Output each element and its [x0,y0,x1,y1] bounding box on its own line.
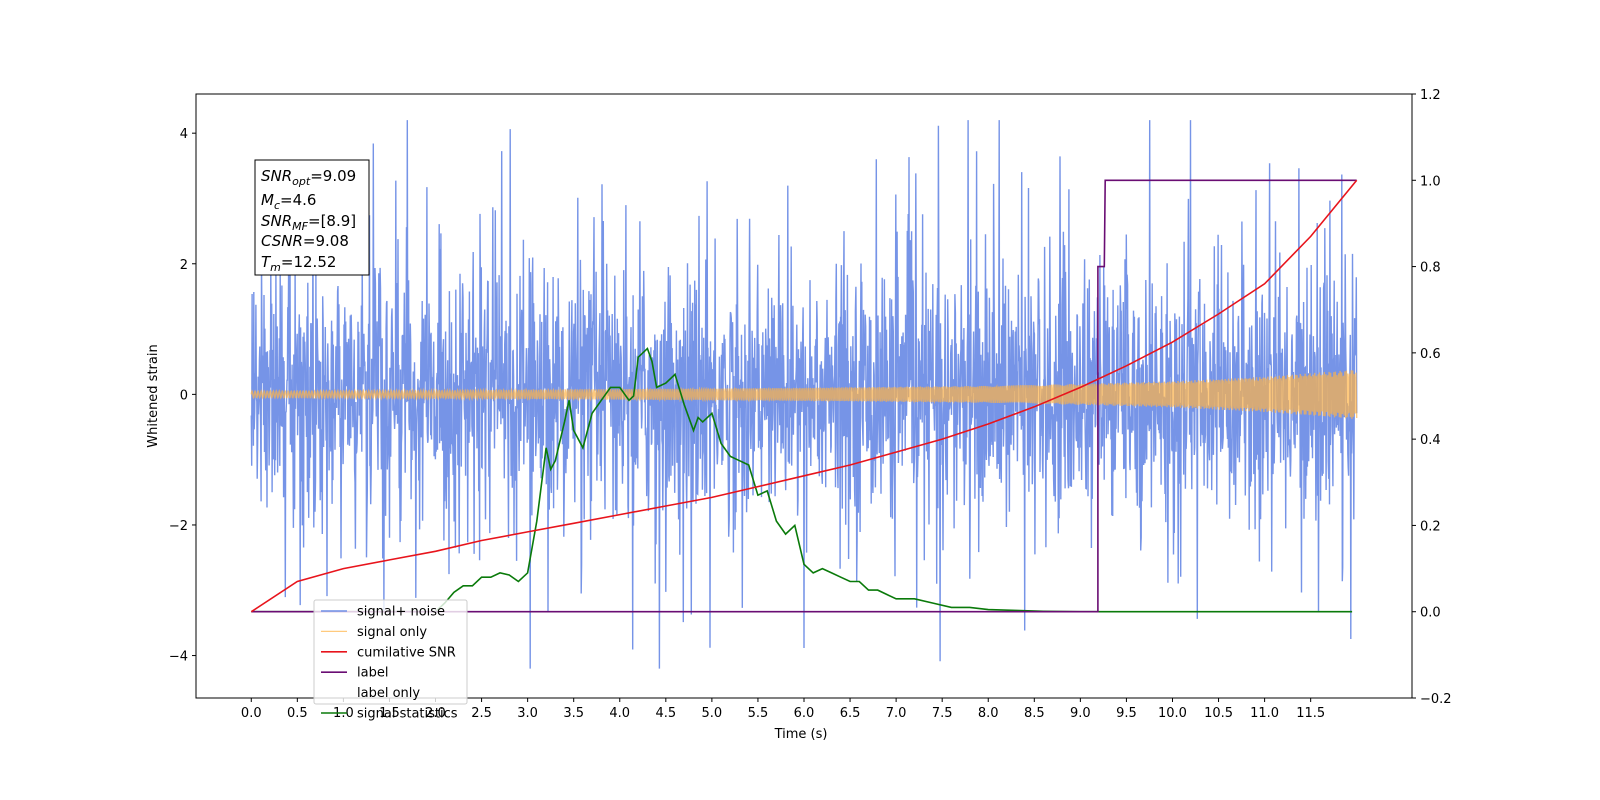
info-csnr: CSNR=9.08 [261,232,349,250]
y-left-tick-label: 4 [180,127,188,142]
x-axis: 0.0 0.5 1.0 1.5 2.0 2.5 3.0 3.5 4.0 4.5 5.0 5.5 6.0 6… [241,698,1325,721]
x-tick-label: 8.5 [1024,706,1045,721]
legend-label: signal+ noise [357,605,445,620]
x-tick-label: 5.0 [702,706,723,721]
y-right-axis: −0.2 0.0 0.2 0.4 0.6 0.8 1.0 1.2 [1412,88,1452,707]
info-snr-mf: SNRMF=[8.9] [261,212,356,233]
y-left-tick-label: 0 [180,388,188,403]
x-axis-title: Time (s) [774,727,828,742]
legend-item-label: label [321,666,388,681]
y-left-axis: −4 −2 0 2 4 [169,127,196,665]
x-tick-label: 4.5 [655,706,676,721]
x-tick-label: 0.0 [241,706,262,721]
y-right-tick-label: 0.6 [1420,347,1441,362]
x-tick-label: 3.5 [563,706,584,721]
x-tick-label: 7.0 [886,706,907,721]
x-tick-label: 5.5 [748,706,769,721]
legend: signal+ noise signal only cumilative SNR la… [313,599,468,722]
x-tick-label: 4.0 [609,706,630,721]
legend-item-signal-statistics: signal statistics [321,707,458,722]
x-tick-label: 11.5 [1296,706,1325,721]
series-signal-statistics [251,347,1353,613]
x-tick-label: 9.5 [1116,706,1137,721]
legend-item-signal-noise: signal+ noise [321,605,445,620]
x-tick-label: 10.0 [1158,706,1187,721]
legend-label: signal statistics [357,707,458,722]
x-tick-label: 7.5 [932,706,953,721]
series-label [251,179,1357,613]
y-left-tick-label: −4 [169,650,188,665]
y-right-tick-label: 1.0 [1420,174,1441,189]
series-cumilative-snr [250,179,1358,613]
y-right-tick-label: −0.2 [1420,692,1452,707]
x-tick-label: 10.5 [1204,706,1233,721]
y-right-tick-label: 0.0 [1420,606,1441,621]
x-tick-label: 9.0 [1070,706,1091,721]
info-tm: Tm=12.52 [261,253,336,274]
series-signal-only [250,370,1358,419]
x-tick-label: 8.0 [978,706,999,721]
x-tick-label: 0.5 [287,706,308,721]
series-layer [250,120,1358,669]
y-right-tick-label: 0.8 [1420,261,1441,276]
legend-label: label [357,666,388,681]
x-tick-label: 1.5 [379,706,400,721]
x-tick-label: 11.0 [1250,706,1279,721]
x-tick-label: 2.5 [471,706,492,721]
legend-item-signal-only: signal only [321,625,427,640]
x-tick-label: 3.0 [517,706,538,721]
y-left-tick-label: 2 [180,258,188,273]
legend-label: label only [357,686,420,701]
y-axis-title: Whitened strain [146,344,161,447]
legend-item-cumilative-snr: cumilative SNR [321,645,456,660]
y-right-tick-label: 0.4 [1420,433,1441,448]
legend-label: cumilative SNR [357,645,456,660]
y-right-tick-label: 0.2 [1420,519,1441,534]
y-left-tick-label: −2 [169,519,188,534]
legend-item-label-only: label only [321,686,420,701]
x-tick-label: 6.5 [840,706,861,721]
info-mc: Mc=4.6 [261,191,316,212]
snr-info-box: SNRopt=9.09 Mc=4.6 SNRMF=[8.9] CSNR=9.08… [254,159,370,276]
info-snr-opt: SNRopt=9.09 [261,167,356,188]
legend-label: signal only [357,625,427,640]
x-tick-label: 2.0 [425,706,446,721]
y-right-tick-label: 1.2 [1420,88,1441,103]
x-tick-label: 6.0 [794,706,815,721]
series-signal-noise [250,120,1358,669]
